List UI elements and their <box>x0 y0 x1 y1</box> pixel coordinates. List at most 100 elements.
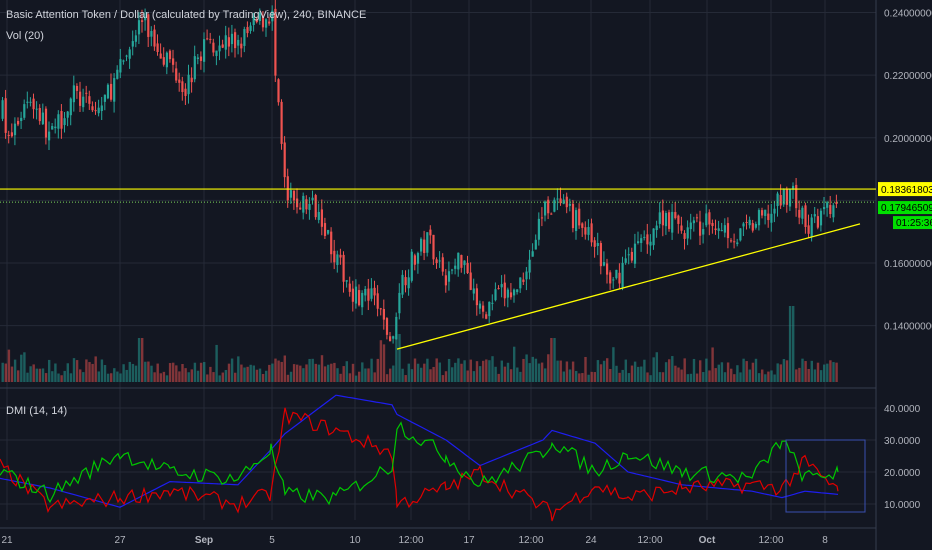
candle-body <box>547 199 550 214</box>
candle-body <box>209 38 212 40</box>
candle-body <box>832 205 835 218</box>
volume-bar <box>553 338 556 382</box>
volume-bar <box>196 370 200 382</box>
volume-bar <box>407 363 410 382</box>
candle-body <box>413 255 416 265</box>
candle-body <box>540 217 544 219</box>
volume-bar <box>748 369 751 382</box>
time-tick-label: 8 <box>822 535 828 546</box>
volume-bar <box>367 368 370 382</box>
volume-bar <box>218 375 221 382</box>
candle-body <box>720 230 723 232</box>
candle-body <box>556 198 559 200</box>
candle-body <box>485 314 488 319</box>
volume-bar <box>655 352 658 382</box>
candle-body <box>398 292 401 314</box>
volume-bar <box>664 362 668 382</box>
candle-body <box>63 118 66 126</box>
candle-body <box>733 241 736 243</box>
volume-bar <box>44 373 48 382</box>
volume-bar <box>801 358 804 382</box>
volume-bar <box>147 361 150 382</box>
time-tick-label: 17 <box>463 535 475 546</box>
candle-body <box>416 253 420 264</box>
volume-bar <box>212 372 215 382</box>
volume-bar <box>478 366 482 382</box>
candle-body <box>230 33 234 45</box>
candle-body <box>224 35 227 50</box>
volume-bar <box>618 372 621 382</box>
volume-bar <box>296 364 299 382</box>
volume-bar <box>159 373 162 382</box>
candle-body <box>370 288 373 299</box>
candle-body <box>596 243 599 247</box>
candle-body <box>119 59 122 73</box>
price-tick-label: 0.24000000 <box>884 9 932 20</box>
volume-bar <box>94 356 97 382</box>
volume-bar <box>72 358 76 382</box>
candle-body <box>454 265 457 269</box>
price-tick-label: 0.14000000 <box>884 322 932 333</box>
volume-bar <box>432 366 435 382</box>
volume-bar <box>131 363 135 382</box>
volume-bar <box>485 359 488 382</box>
volume-bar <box>181 363 184 382</box>
volume-bar <box>472 371 476 382</box>
candle-body <box>497 288 500 290</box>
volume-bar <box>342 366 345 382</box>
volume-bar <box>463 360 466 382</box>
candle-body <box>69 98 72 116</box>
time-tick-label: 10 <box>349 535 361 546</box>
volume-bar <box>106 373 110 382</box>
volume-bar <box>13 359 17 382</box>
volume-bar <box>686 374 689 382</box>
volume-bar <box>568 369 572 382</box>
candle-body <box>172 58 175 65</box>
candle-body <box>785 189 788 205</box>
candle-body <box>761 210 764 216</box>
candle-body <box>429 229 432 236</box>
volume-bar <box>571 361 575 382</box>
candle-body <box>249 25 252 31</box>
candle-body <box>677 215 680 224</box>
volume-bar <box>441 375 445 382</box>
candle-body <box>742 223 745 227</box>
volume-bar <box>630 365 634 382</box>
volume-bar <box>351 363 355 382</box>
volume-bar <box>4 363 7 382</box>
current-price-marker <box>878 201 932 215</box>
volume-bar <box>779 364 782 382</box>
candle-body <box>286 176 289 201</box>
volume-bar <box>91 363 94 382</box>
candle-body <box>144 16 147 21</box>
axis-labels: 0.24000000 0.22000000 0.20000000 0.16000000… <box>1 9 932 546</box>
candle-body <box>801 207 804 219</box>
candle-body <box>199 56 203 61</box>
volume-bar <box>612 347 615 382</box>
candle-body <box>48 131 51 141</box>
candle-body <box>739 228 742 241</box>
volume-bar <box>41 368 45 382</box>
volume-bar <box>20 354 23 382</box>
candle-body <box>88 96 91 104</box>
volume-bar <box>348 373 352 382</box>
candle-body <box>435 259 438 264</box>
candle-body <box>491 302 494 304</box>
volume-bar <box>1 362 4 382</box>
candle-body <box>463 260 466 266</box>
candle-body <box>674 212 677 219</box>
time-tick-label: 24 <box>585 535 597 546</box>
candle-body <box>550 213 553 215</box>
volume-bar <box>497 373 500 382</box>
candle-body <box>528 259 531 273</box>
volume-bar <box>733 374 736 382</box>
candle-body <box>680 225 683 231</box>
volume-bar <box>376 358 379 382</box>
volume-bar <box>153 372 156 382</box>
candle-body <box>509 292 513 298</box>
volume-bar <box>327 364 330 382</box>
candle-body <box>246 27 249 34</box>
candle-body <box>327 229 330 234</box>
volume-bar <box>451 367 454 382</box>
